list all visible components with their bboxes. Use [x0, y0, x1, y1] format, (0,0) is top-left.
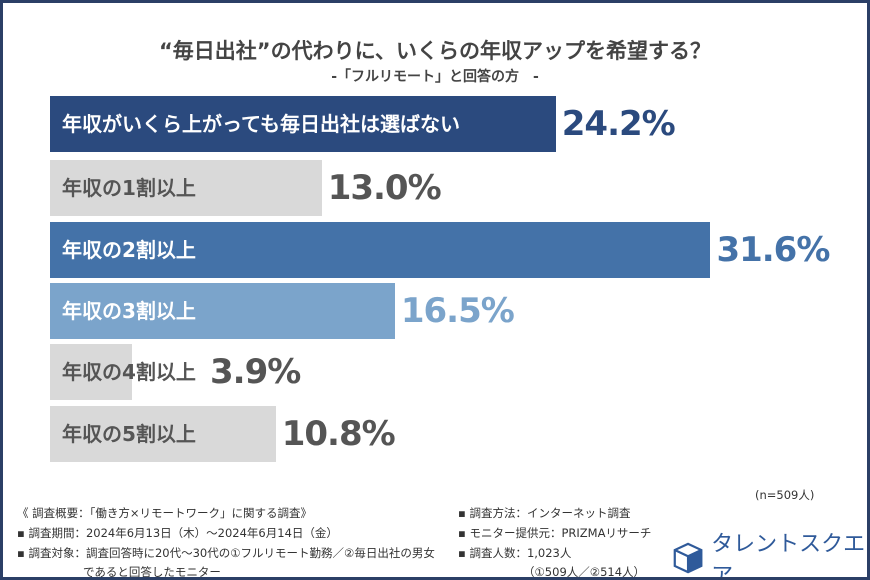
chart-title: “毎日出社”の代わりに、いくらの年収アップを希望する？ [159, 39, 711, 63]
logo: タレントスクエア [673, 526, 867, 580]
bar: 年収がいくら上がっても毎日出社は選ばない [50, 96, 556, 152]
chart-subtitle: -「フルリモート」と回答の方 - [331, 69, 539, 85]
value-label: 16.5% [400, 291, 515, 331]
note-right-0: ▪ 調査方法：インターネット調査 [458, 506, 631, 520]
note-right-2: ▪ 調査人数：1,023人 [458, 546, 572, 560]
value-label: 24.2% [561, 104, 676, 144]
logo-text: タレントスクエア [711, 532, 866, 580]
note-left-3: であると回答したモニター [83, 565, 221, 579]
bar-label: 年収の2割以上 [62, 238, 196, 262]
note-right-3: （①509人／②514人） [523, 565, 646, 579]
note-right-1: ▪ モニター提供元：PRIZMAリサーチ [458, 526, 652, 540]
sample-size: (n=509人) [755, 488, 815, 502]
value-label: 13.0% [327, 168, 442, 208]
bar-label: 年収の5割以上 [62, 422, 196, 446]
cube-icon [673, 542, 703, 574]
bar-label: 年収の3割以上 [62, 299, 196, 323]
bar-label: 年収の4割以上 [62, 360, 196, 384]
value-label: 10.8% [281, 414, 396, 454]
note-left-1: ▪ 調査期間：2024年6月13日（木）～2024年6月14日（金） [17, 526, 338, 540]
bar: 年収の1割以上 [50, 160, 322, 216]
value-label: 31.6% [716, 230, 830, 270]
note-left-2: ▪ 調査対象：調査回答時に20代～30代の①フルリモート勤務／②毎日出社の男女 [17, 546, 435, 560]
note-left-0: 《 調査概要：「働き方×リモートワーク」に関する調査》 [17, 506, 313, 520]
bar: 年収の3割以上 [50, 283, 395, 339]
value-label: 3.9% [210, 352, 301, 392]
bar-label: 年収がいくら上がっても毎日出社は選ばない [62, 112, 460, 136]
bar: 年収の5割以上 [50, 406, 276, 462]
bar: 年収の2割以上 [50, 222, 711, 278]
bar-label: 年収の1割以上 [62, 176, 196, 200]
bar: 年収の4割以上 [50, 344, 196, 400]
